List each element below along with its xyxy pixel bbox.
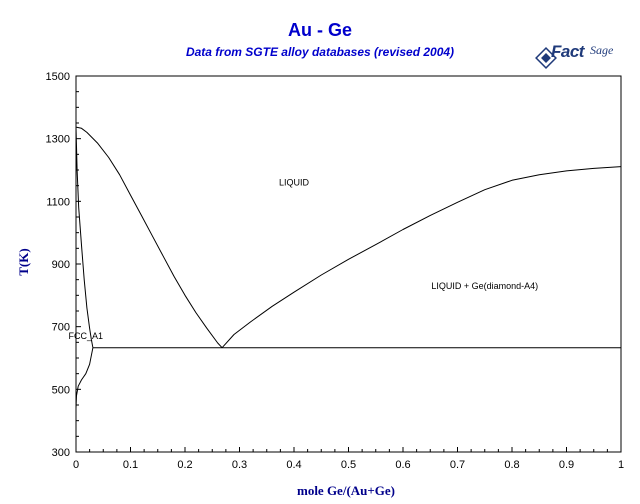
x-tick-label: 0.2 [177, 459, 192, 471]
plot-frame [75, 75, 622, 453]
x-axis: 0 0.1 0.2 0.3 0.4 0.5 0.6 0.7 0.8 0.9 1 [73, 447, 624, 471]
phase-boundaries [75, 126, 622, 409]
factsage-logo: Fact Sage [535, 38, 627, 72]
chart-title: Au - Ge [287, 20, 352, 40]
logo-sage-text: Sage [590, 43, 614, 57]
phase-boundary-line [221, 166, 622, 349]
y-tick-label: 1100 [46, 196, 70, 208]
x-tick-label: 0.7 [450, 459, 465, 471]
region-label: LIQUID [279, 178, 310, 188]
x-tick-label: 0.6 [395, 459, 410, 471]
phase-boundary-line [75, 126, 223, 349]
chart-subtitle: Data from SGTE alloy databases (revised … [185, 45, 455, 59]
region-label: LIQUID + Ge(diamond-A4) [431, 281, 538, 291]
y-tick-label: 300 [52, 447, 70, 459]
x-axis-label: mole Ge/(Au+Ge) [297, 483, 395, 498]
y-tick-label: 1300 [46, 134, 70, 146]
x-tick-label: 0.9 [559, 459, 574, 471]
x-tick-label: 0.1 [123, 459, 138, 471]
x-tick-label: 0.5 [341, 459, 356, 471]
x-tick-label: 0.4 [286, 459, 301, 471]
region-labels: LIQUID LIQUID + Ge(diamond-A4) FCC_A1 [69, 178, 539, 342]
phase-boundary-line [75, 347, 94, 409]
logo-fact-text: Fact [551, 42, 584, 61]
y-axis-label: T(K) [16, 248, 31, 275]
y-axis: 300 500 700 900 1100 1300 1500 [46, 71, 81, 459]
y-tick-label: 900 [52, 259, 70, 271]
x-tick-label: 0.3 [232, 459, 247, 471]
x-tick-label: 1 [618, 459, 624, 471]
y-tick-label: 500 [52, 384, 70, 396]
logo-mark-icon [535, 47, 557, 69]
y-tick-label: 1500 [46, 71, 70, 83]
x-tick-label: 0.8 [504, 459, 519, 471]
region-label: FCC_A1 [69, 331, 104, 341]
y-tick-label: 700 [52, 322, 70, 334]
phase-boundary-line [75, 127, 94, 348]
x-tick-label: 0 [73, 459, 79, 471]
